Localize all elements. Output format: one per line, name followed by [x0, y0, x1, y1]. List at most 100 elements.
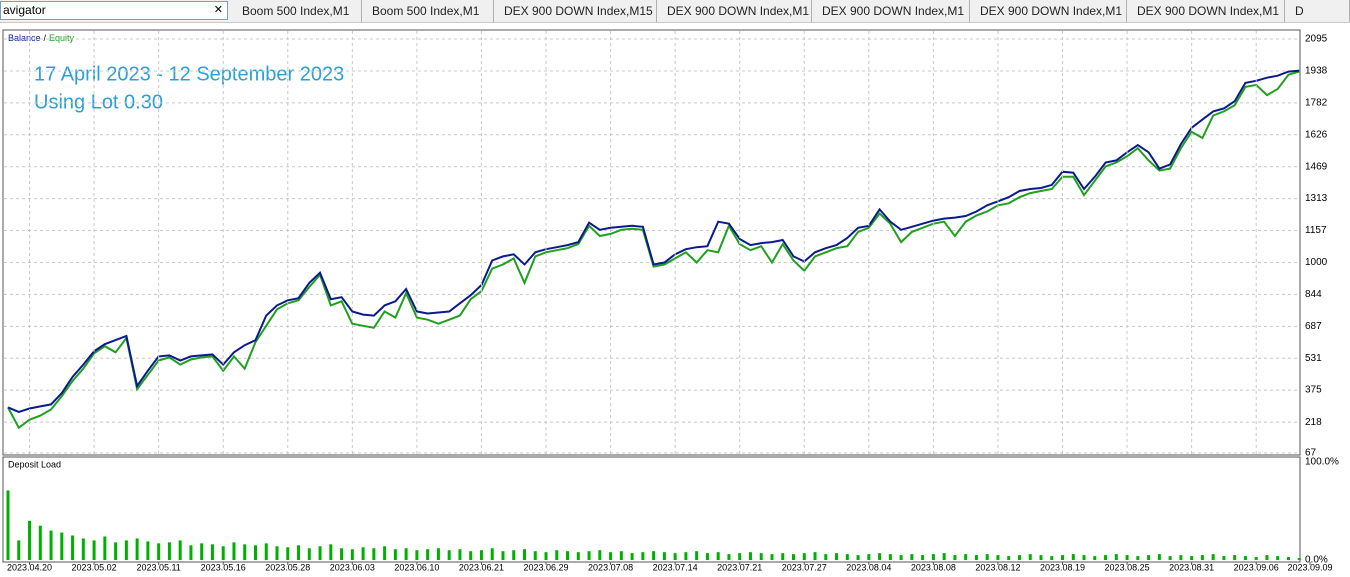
- bar: [1039, 555, 1043, 560]
- bar: [974, 555, 978, 560]
- bar: [253, 545, 257, 560]
- bar: [544, 552, 548, 560]
- bar: [329, 544, 333, 560]
- bar: [759, 553, 763, 560]
- tab[interactable]: Boom 500 Index,M1: [362, 0, 494, 22]
- legend-equity: Equity: [49, 33, 75, 43]
- y-tick-label: 67: [1305, 448, 1317, 459]
- bar: [695, 551, 699, 560]
- x-tick-label: 2023.06.29: [523, 562, 568, 572]
- tab[interactable]: DEX 900 DOWN Index,M1: [1127, 0, 1285, 22]
- bar: [587, 551, 591, 560]
- x-tick-label: 2023.07.08: [588, 562, 633, 572]
- series-line: [7, 69, 1300, 413]
- bar: [415, 550, 419, 560]
- bar: [1136, 556, 1140, 560]
- tab[interactable]: DEX 900 DOWN Index,M15: [494, 0, 657, 22]
- bar: [189, 545, 193, 560]
- tab[interactable]: DEX 900 DOWN Index,M1: [812, 0, 970, 22]
- bar: [921, 555, 925, 560]
- bar: [1200, 555, 1204, 560]
- bar: [114, 542, 118, 560]
- price-panel: [2, 29, 1301, 456]
- bar: [490, 548, 494, 560]
- bar: [92, 540, 96, 560]
- x-tick-label: 2023.08.08: [911, 562, 956, 572]
- bar: [178, 540, 182, 560]
- bar: [662, 552, 666, 560]
- close-icon[interactable]: ✕: [213, 4, 223, 16]
- bar: [447, 550, 451, 560]
- bar: [286, 547, 290, 560]
- x-tick-label: 2023.08.04: [846, 562, 891, 572]
- bar: [1007, 556, 1011, 560]
- y-tick-label: 1782: [1305, 97, 1328, 108]
- bar: [103, 536, 107, 560]
- bar: [781, 553, 785, 560]
- bar: [1017, 555, 1021, 560]
- navigator-field[interactable]: avigator ✕: [0, 1, 228, 20]
- bar: [1082, 555, 1086, 560]
- bar: [426, 549, 430, 560]
- bar: [566, 551, 570, 560]
- annotation: 17 April 2023 - 12 September 2023: [34, 63, 344, 85]
- bar: [243, 544, 247, 560]
- x-tick-label: 2023.05.11: [136, 562, 180, 572]
- bar: [469, 551, 473, 560]
- x-tick-label: 2023.06.03: [330, 562, 375, 572]
- y-tick-label: 100.0%: [1305, 457, 1339, 468]
- legend-balance: Balance: [8, 33, 41, 43]
- x-tick-label: 2023.06.10: [394, 562, 439, 572]
- bar: [275, 546, 279, 560]
- x-tick-label: 2023.07.27: [782, 562, 827, 572]
- x-tick-label: 2023.08.31: [1169, 562, 1214, 572]
- bar: [609, 552, 613, 560]
- bar: [964, 554, 968, 560]
- bar: [652, 551, 656, 560]
- bar: [372, 548, 376, 560]
- bar: [792, 554, 796, 560]
- navigator-text: avigator: [3, 3, 46, 17]
- bar: [985, 554, 989, 560]
- panel-title: Deposit Load: [8, 459, 61, 469]
- bar: [1276, 556, 1280, 560]
- bar: [770, 554, 774, 560]
- bar: [899, 555, 903, 560]
- bar: [748, 552, 752, 560]
- bar: [835, 553, 839, 560]
- y-tick-label: 531: [1305, 353, 1322, 364]
- bar: [953, 555, 957, 560]
- bar: [49, 530, 53, 560]
- bar: [157, 543, 161, 560]
- x-tick-label: 2023.07.21: [717, 562, 762, 572]
- tab[interactable]: DEX 900 DOWN Index,M1: [970, 0, 1127, 22]
- bar: [146, 541, 150, 560]
- bar: [738, 553, 742, 560]
- bar: [824, 554, 828, 560]
- y-tick-label: 1626: [1305, 129, 1328, 140]
- bar: [1028, 554, 1032, 560]
- bar: [1190, 556, 1194, 560]
- bar: [210, 544, 214, 560]
- bar: [1233, 555, 1237, 560]
- bar: [1254, 557, 1258, 560]
- bar: [501, 551, 505, 560]
- bar: [28, 520, 32, 560]
- bar: [1168, 556, 1172, 560]
- load-panel: [2, 456, 1301, 563]
- bar: [232, 542, 236, 560]
- y-tick-label: 1938: [1305, 66, 1328, 77]
- y-tick-label: 1157: [1305, 225, 1327, 236]
- tab[interactable]: DEX 900 DOWN Index,M1: [657, 0, 812, 22]
- bar: [533, 551, 537, 560]
- x-tick-label: 2023.04.20: [7, 562, 52, 572]
- bar: [71, 535, 75, 560]
- bar: [813, 552, 817, 560]
- bar: [684, 552, 688, 560]
- bar: [867, 554, 871, 560]
- tab[interactable]: Boom 500 Index,M1: [232, 0, 362, 22]
- bar: [81, 538, 85, 560]
- bar: [436, 548, 440, 560]
- bar: [221, 546, 225, 560]
- bar: [878, 553, 882, 560]
